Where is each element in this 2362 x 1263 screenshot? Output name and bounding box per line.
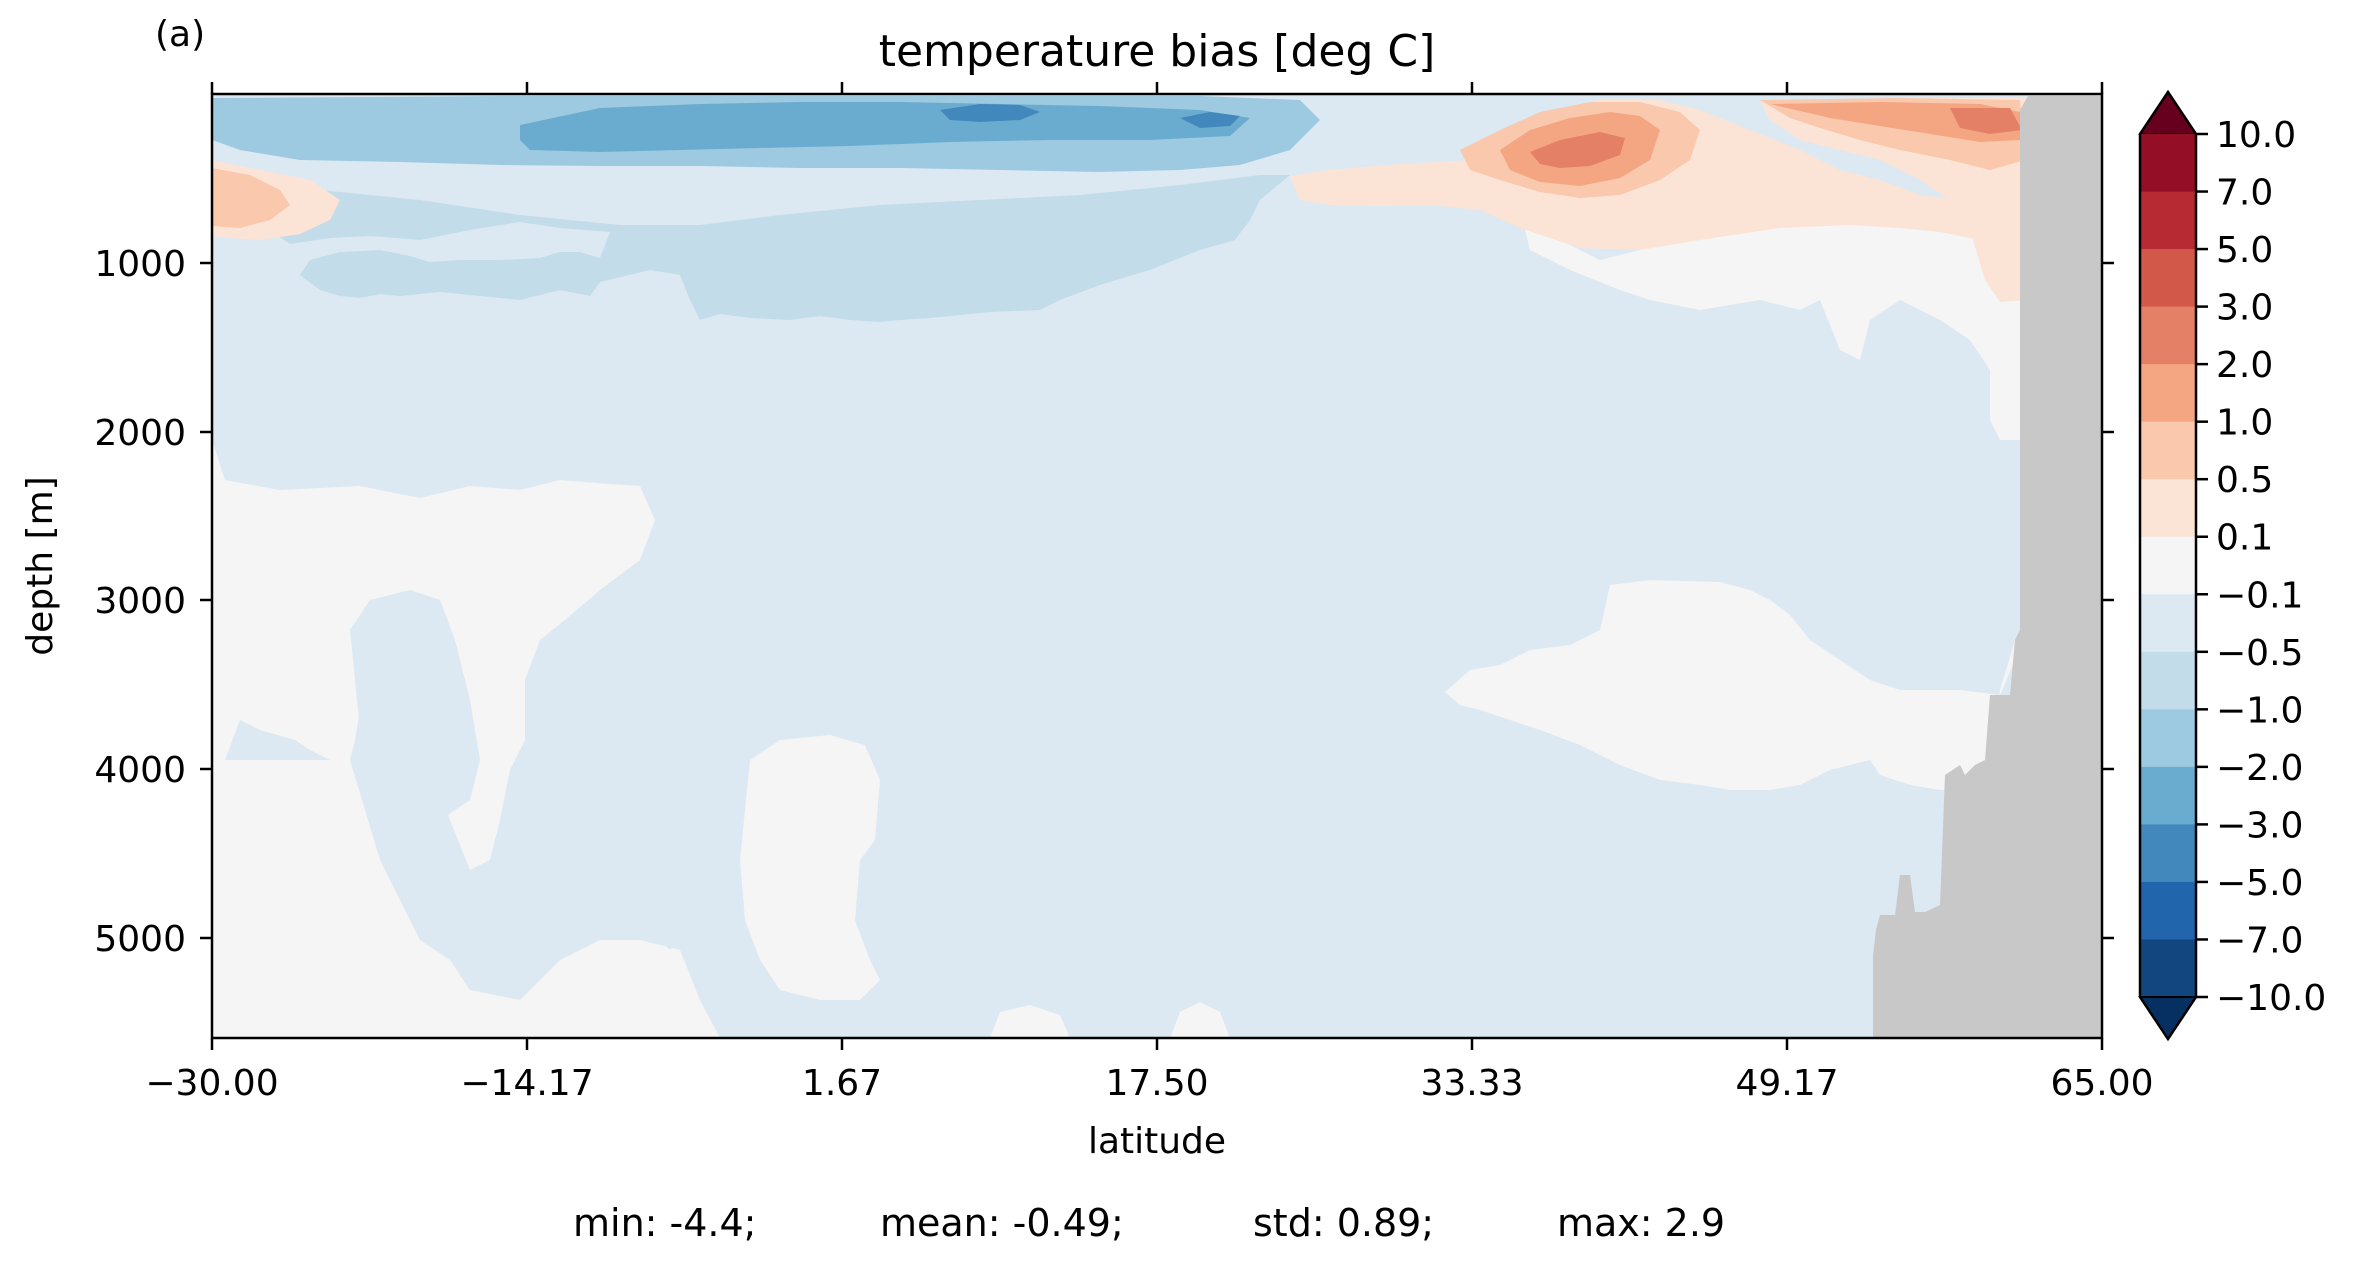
y-tick-label: 1000 <box>94 244 186 285</box>
region-west-blue-column <box>560 600 720 950</box>
region-surface-cold-4 <box>1180 112 1240 128</box>
colorbar-label: 5.0 <box>2216 230 2273 271</box>
colorbar-label: −10.0 <box>2216 978 2326 1019</box>
y-axis-title: depth [m] <box>20 476 61 655</box>
y-tick-label: 5000 <box>94 919 186 960</box>
x-axis: −30.00 −14.17 1.67 17.50 33.33 49.17 65.… <box>145 82 2154 1104</box>
region-bottom-neutral-1 <box>990 1005 1070 1038</box>
colorbar-label: 7.0 <box>2216 173 2273 214</box>
colorbar-label: −3.0 <box>2216 805 2303 846</box>
colorbar-label: 1.0 <box>2216 403 2273 444</box>
region-subtropical-warm-peak <box>1530 132 1625 168</box>
region-surface-cold-3 <box>940 104 1040 122</box>
heatmap-field <box>212 94 2102 1038</box>
y-tick-label: 3000 <box>94 581 186 622</box>
x-tick: −30.00 <box>145 82 279 1104</box>
x-tick-label: −14.17 <box>460 1063 593 1104</box>
colorbar-bin <box>2140 421 2196 480</box>
region-deep-east-neutral <box>1445 580 2015 790</box>
region-deep-west-neutral-lower <box>212 760 720 1038</box>
colorbar-extension-top <box>2138 90 2198 135</box>
colorbar-label: −7.0 <box>2216 920 2303 961</box>
colorbar-label: −0.5 <box>2216 633 2303 674</box>
colorbar-bin <box>2140 651 2196 710</box>
colorbar-bin <box>2140 364 2196 423</box>
region-west-blue-tongue <box>350 590 480 830</box>
x-tick: 49.17 <box>1735 82 1839 1104</box>
y-tick: 3000 <box>94 581 2114 622</box>
y-axis: 1000 2000 3000 4000 5000 <box>94 244 2114 960</box>
colorbar-bin <box>2140 191 2196 250</box>
colorbar-bin <box>2140 824 2196 883</box>
stats-std: std: 0.89; <box>1253 1201 1434 1245</box>
colorbar-label: 0.1 <box>2216 518 2273 559</box>
colorbar-bin <box>2140 306 2196 365</box>
colorbar-bin <box>2140 766 2196 825</box>
x-axis-title: latitude <box>1088 1121 1226 1162</box>
x-tick: 1.67 <box>802 82 882 1104</box>
colorbar: 10.0 7.0 5.0 3.0 2.0 1.0 0.5 0.1 −0.1 −0.5 −1.0 −2.… <box>2138 89 2326 1042</box>
y-tick: 2000 <box>94 413 2114 454</box>
y-tick: 4000 <box>94 750 2114 791</box>
colorbar-bin <box>2140 536 2196 595</box>
chart-title: temperature bias [deg C] <box>879 26 1436 77</box>
colorbar-bin <box>2140 594 2196 653</box>
y-tick-label: 4000 <box>94 750 186 791</box>
region-upper-east-neutral <box>1520 210 2020 440</box>
x-tick-label: 65.00 <box>2050 1063 2153 1104</box>
colorbar-bin <box>2140 709 2196 768</box>
colorbar-bin <box>2140 939 2196 998</box>
colorbar-label: −2.0 <box>2216 748 2303 789</box>
x-tick: −14.17 <box>460 82 594 1104</box>
stats-mean: mean: -0.49; <box>880 1201 1124 1245</box>
y-tick: 1000 <box>94 244 2114 285</box>
colorbar-label: −1.0 <box>2216 690 2303 731</box>
panel-label: (a) <box>155 14 205 55</box>
region-south-warm-lens-inner <box>212 168 290 228</box>
colorbar-label: 10.0 <box>2216 115 2296 156</box>
x-tick: 17.50 <box>1105 82 1209 1104</box>
region-highlat-warm-peak <box>1950 108 2022 134</box>
colorbar-label: 2.0 <box>2216 345 2273 386</box>
x-tick-label: 17.50 <box>1105 1063 1208 1104</box>
land-mask <box>1873 96 2102 1038</box>
y-tick-label: 2000 <box>94 413 186 454</box>
region-surface-cold-2 <box>520 102 1250 152</box>
stats-max: max: 2.9 <box>1557 1201 1725 1245</box>
colorbar-label: 0.5 <box>2216 460 2273 501</box>
x-tick-label: 1.67 <box>802 1063 882 1104</box>
region-central-deep-neutral <box>740 735 880 1000</box>
x-tick: 33.33 <box>1420 82 1524 1104</box>
colorbar-bin <box>2140 249 2196 308</box>
colorbar-label: −0.1 <box>2216 575 2303 616</box>
colorbar-extension-bottom <box>2138 996 2198 1041</box>
x-tick-label: 33.33 <box>1420 1063 1523 1104</box>
x-tick-label: 49.17 <box>1735 1063 1838 1104</box>
stats-min: min: -4.4; <box>573 1201 757 1245</box>
region-bottom-neutral-2 <box>1170 1002 1230 1038</box>
region-thermocline-cool-band <box>212 175 1290 322</box>
stats-footer: min: -4.4; mean: -0.49; std: 0.89; max: … <box>573 1201 1725 1245</box>
y-tick: 5000 <box>94 919 2114 960</box>
x-tick-label: −30.00 <box>145 1063 278 1104</box>
colorbar-label: −5.0 <box>2216 863 2303 904</box>
colorbar-bin <box>2140 134 2196 193</box>
colorbar-bin <box>2140 479 2196 538</box>
colorbar-bin <box>2140 881 2196 940</box>
x-tick: 65.00 <box>2050 82 2154 1104</box>
colorbar-label: 3.0 <box>2216 288 2273 329</box>
